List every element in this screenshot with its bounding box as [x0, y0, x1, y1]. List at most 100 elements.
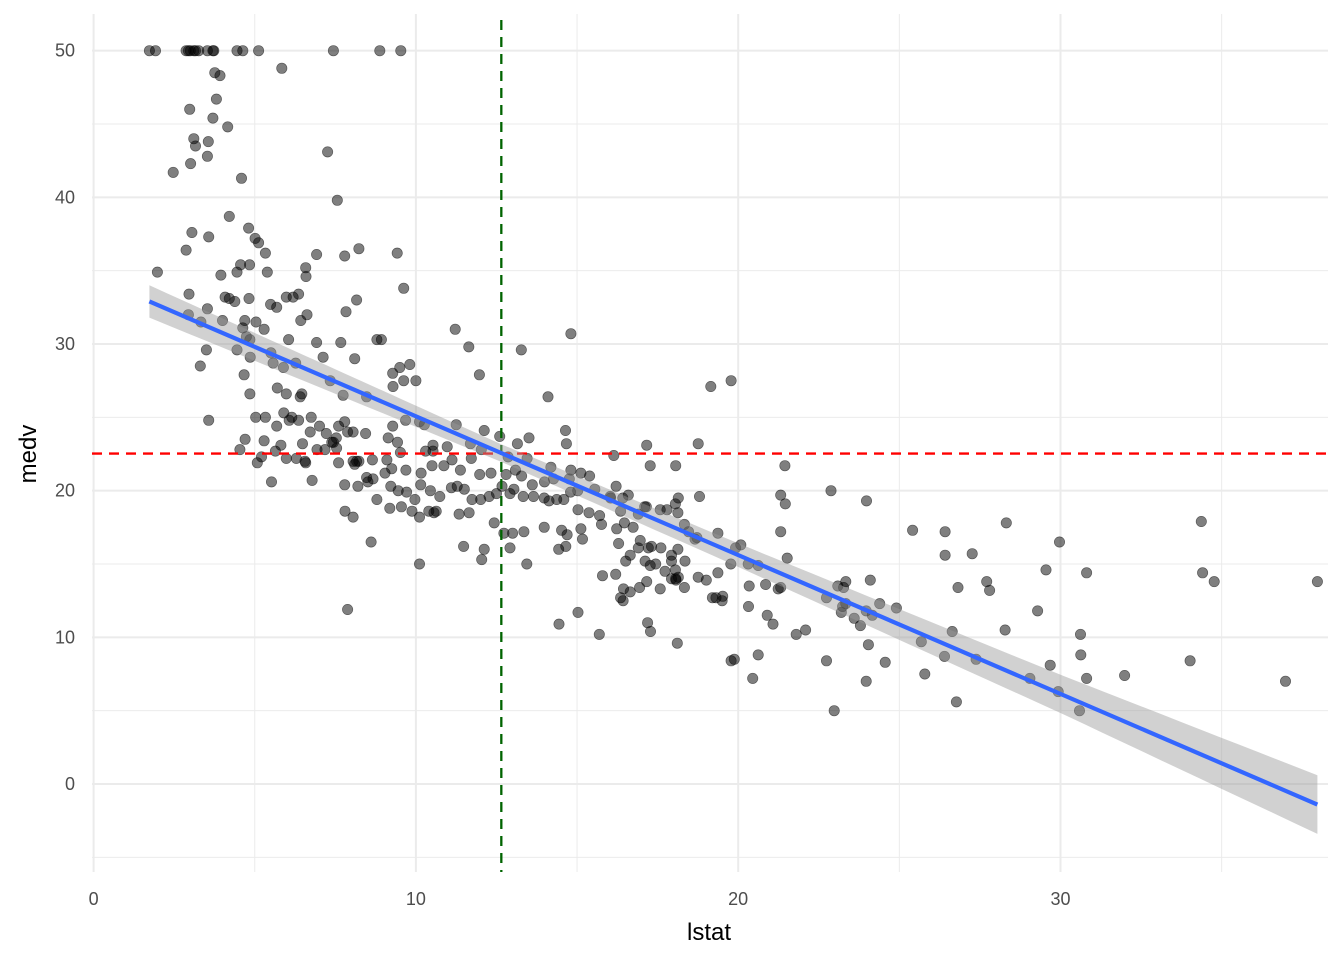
data-point [203, 414, 215, 426]
data-point [395, 45, 407, 57]
data-point [879, 656, 891, 668]
data-point [761, 609, 773, 621]
data-point [670, 460, 682, 472]
data-point [413, 558, 425, 570]
x-tick-label: 30 [1050, 889, 1070, 909]
data-point [150, 45, 162, 57]
data-point [342, 603, 354, 615]
data-point [860, 675, 872, 687]
data-point [527, 490, 539, 502]
data-point [201, 150, 213, 162]
data-point [404, 358, 416, 370]
data-point [1074, 705, 1086, 717]
data-point [1075, 649, 1087, 661]
data-point [207, 112, 219, 124]
data-point [333, 457, 345, 469]
data-point [725, 375, 737, 387]
data-point [450, 419, 462, 431]
data-point [939, 549, 951, 561]
data-point [229, 295, 241, 307]
data-point [406, 505, 418, 517]
data-point [347, 511, 359, 523]
data-point [434, 490, 446, 502]
data-point [800, 624, 812, 636]
data-point [617, 595, 629, 607]
data-point [485, 467, 497, 479]
data-point [518, 526, 530, 538]
data-point [427, 445, 439, 457]
data-point [1197, 567, 1209, 579]
data-point [151, 266, 163, 278]
data-point [382, 432, 394, 444]
x-axis-title: lstat [687, 919, 731, 946]
data-point [253, 237, 265, 249]
data-point [508, 483, 520, 495]
data-point [558, 493, 570, 505]
data-point [595, 518, 607, 530]
data-point [415, 479, 427, 491]
data-point [584, 470, 596, 482]
data-point [295, 314, 307, 326]
data-point [752, 649, 764, 661]
data-point [1195, 515, 1207, 527]
data-point [217, 314, 229, 326]
data-point [250, 316, 262, 328]
data-point [742, 600, 754, 612]
data-point [391, 247, 403, 259]
data-point [611, 523, 623, 535]
data-point [463, 507, 475, 519]
data-point [258, 323, 270, 335]
data-point [465, 452, 477, 464]
data-point [490, 488, 502, 500]
data-point [267, 357, 279, 369]
data-point [183, 288, 195, 300]
data-point [185, 158, 197, 170]
data-point [239, 433, 251, 445]
data-point [938, 650, 950, 662]
data-point [231, 266, 243, 278]
data-point [825, 485, 837, 497]
data-point [610, 480, 622, 492]
data-point [565, 328, 577, 340]
minor-gridlines [92, 14, 1328, 872]
data-point [654, 583, 666, 595]
data-point [410, 375, 422, 387]
data-point [342, 426, 354, 438]
data-point [728, 653, 740, 665]
data-point [1054, 536, 1066, 548]
tick-labels: 0 10 20 30 0 10 20 30 40 50 [55, 41, 1071, 909]
data-point [449, 323, 461, 335]
data-point [542, 391, 554, 403]
data-point [572, 606, 584, 618]
data-point [386, 463, 398, 475]
data-point [515, 344, 527, 356]
data-point [320, 427, 332, 439]
data-point [305, 411, 317, 423]
data-point [478, 424, 490, 436]
data-point [339, 416, 351, 428]
data-point [319, 444, 331, 456]
data-point [860, 495, 872, 507]
y-tick-label: 30 [55, 334, 75, 354]
data-point [478, 543, 490, 555]
data-point [387, 367, 399, 379]
regression-fit [148, 285, 1319, 834]
data-point [335, 336, 347, 348]
data-point [271, 382, 283, 394]
data-point [300, 270, 312, 282]
data-point [593, 628, 605, 640]
data-point [400, 414, 412, 426]
data-point [939, 526, 951, 538]
data-point [517, 490, 529, 502]
reference-lines [92, 20, 1328, 872]
data-point [360, 427, 372, 439]
data-point [214, 70, 226, 82]
data-point [950, 696, 962, 708]
data-point [781, 552, 793, 564]
data-point [394, 361, 406, 373]
data-point [775, 489, 787, 501]
data-point [640, 501, 652, 513]
data-point [200, 344, 212, 356]
data-point [618, 517, 630, 529]
data-point [458, 540, 470, 552]
